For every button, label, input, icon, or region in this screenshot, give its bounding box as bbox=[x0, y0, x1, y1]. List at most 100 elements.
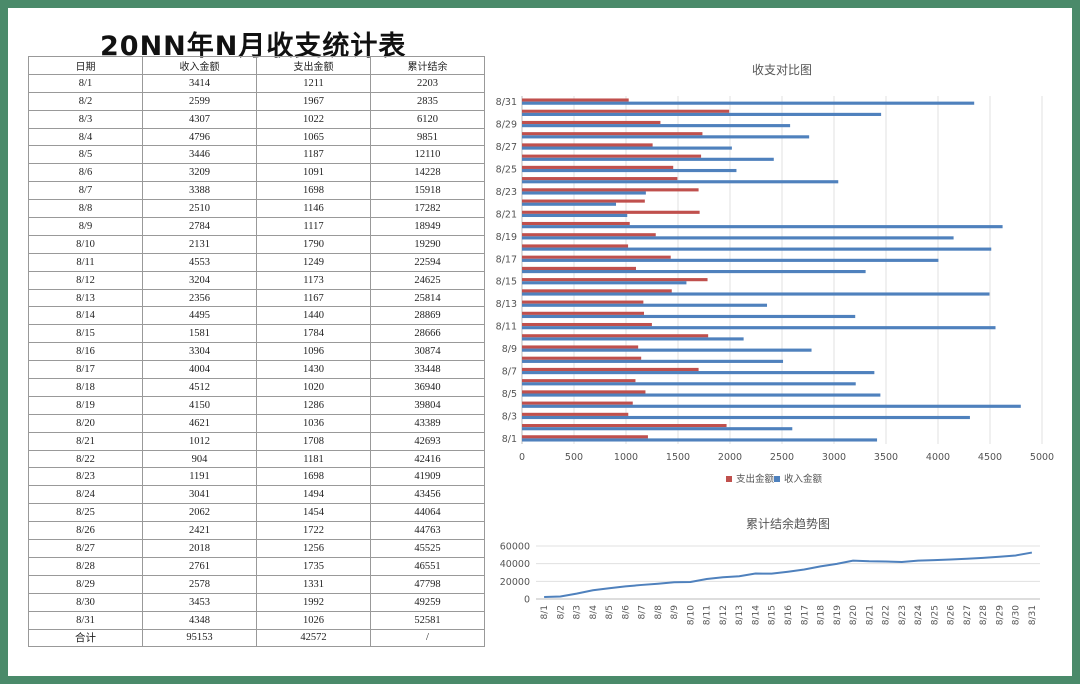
cell-balance: 42416 bbox=[370, 449, 485, 469]
income-bar bbox=[522, 135, 810, 139]
bar-chart-y-tick-label: 8/15 bbox=[496, 277, 517, 288]
cell-income: 2356 bbox=[142, 288, 257, 308]
bar-chart-title: 收支对比图 bbox=[752, 63, 812, 77]
line-chart-x-tick-label: 8/21 bbox=[865, 605, 875, 625]
cell-date: 8/17 bbox=[28, 360, 143, 380]
income-bar bbox=[522, 247, 992, 251]
legend-income-swatch bbox=[774, 476, 780, 482]
cell-income: 4348 bbox=[142, 610, 257, 630]
line-chart-x-tick-label: 8/4 bbox=[589, 605, 599, 620]
cell-date: 8/18 bbox=[28, 378, 143, 397]
expense-bar bbox=[522, 177, 678, 181]
cell-expense: 1256 bbox=[256, 539, 371, 558]
cell-balance: 2835 bbox=[370, 91, 485, 111]
cell-expense: 1722 bbox=[256, 521, 371, 541]
cell-income: 2599 bbox=[142, 91, 257, 111]
income-bar bbox=[522, 438, 878, 442]
line-chart-x-tick-label: 8/6 bbox=[621, 605, 631, 620]
expense-bar bbox=[522, 98, 629, 102]
cell-date: 8/10 bbox=[28, 234, 143, 254]
cell-expense: 1698 bbox=[256, 467, 371, 487]
cell-expense: 1146 bbox=[256, 199, 371, 219]
table-header-row: 日期 收入金额 支出金额 累计结余 bbox=[28, 56, 485, 75]
cell-balance-total: / bbox=[370, 628, 485, 648]
bar-chart-x-tick-label: 3500 bbox=[874, 452, 898, 463]
table-row: 8/31 4348 1026 52581 bbox=[28, 610, 485, 630]
cell-balance: 18949 bbox=[370, 217, 485, 236]
cell-expense: 1708 bbox=[256, 431, 371, 451]
cell-income: 1012 bbox=[142, 431, 257, 451]
cell-income: 2062 bbox=[142, 503, 257, 523]
expense-bar bbox=[522, 244, 629, 248]
cell-balance: 28666 bbox=[370, 324, 485, 344]
cell-expense: 1096 bbox=[256, 342, 371, 362]
line-chart-x-tick-label: 8/27 bbox=[963, 605, 973, 625]
bar-chart-x-tick-label: 5000 bbox=[1030, 452, 1054, 463]
cell-income: 2131 bbox=[142, 234, 257, 254]
bar-chart-x-tick-label: 1500 bbox=[666, 452, 690, 463]
cell-income: 3388 bbox=[142, 181, 257, 201]
cell-income: 4495 bbox=[142, 306, 257, 326]
cell-date: 8/22 bbox=[28, 449, 143, 469]
cell-expense: 1430 bbox=[256, 360, 371, 380]
cell-balance: 19290 bbox=[370, 234, 485, 254]
bar-chart-x-tick-label: 1000 bbox=[614, 452, 638, 463]
stats-table: 日期 收入金额 支出金额 累计结余 8/1 3414 1211 2203 8/2 2599… bbox=[28, 56, 485, 648]
bar-chart-y-tick-label: 8/13 bbox=[496, 299, 517, 310]
cell-balance: 6120 bbox=[370, 109, 485, 129]
line-chart-x-tick-label: 8/22 bbox=[882, 605, 892, 625]
cell-date: 8/5 bbox=[28, 145, 143, 165]
line-chart-x-tick-label: 8/15 bbox=[768, 605, 778, 625]
table-row: 8/15 1581 1784 28666 bbox=[28, 324, 485, 344]
cell-date: 8/28 bbox=[28, 556, 143, 576]
line-chart-x-tick-label: 8/12 bbox=[719, 605, 729, 625]
cell-date: 8/14 bbox=[28, 306, 143, 326]
expense-bar bbox=[522, 424, 727, 428]
cell-expense: 1698 bbox=[256, 181, 371, 201]
cell-income: 1191 bbox=[142, 467, 257, 487]
expense-bar bbox=[522, 143, 653, 147]
cell-income: 3204 bbox=[142, 270, 257, 290]
table-row: 8/5 3446 1187 12110 bbox=[28, 145, 485, 165]
table-row: 8/2 2599 1967 2835 bbox=[28, 91, 485, 111]
expense-bar bbox=[522, 289, 672, 293]
table-row: 8/29 2578 1331 47798 bbox=[28, 574, 485, 594]
bar-chart-y-tick-label: 8/3 bbox=[502, 411, 517, 422]
bar-chart-y-tick-label: 8/11 bbox=[496, 322, 517, 333]
table-row: 8/18 4512 1020 36940 bbox=[28, 378, 485, 397]
line-chart-y-tick-label: 60000 bbox=[500, 542, 530, 553]
cell-date: 8/29 bbox=[28, 574, 143, 594]
table-row: 8/22 904 1181 42416 bbox=[28, 449, 485, 469]
expense-bar bbox=[522, 379, 636, 383]
cell-expense: 1454 bbox=[256, 503, 371, 523]
line-chart-x-tick-label: 8/18 bbox=[817, 605, 827, 625]
table-row: 8/27 2018 1256 45525 bbox=[28, 539, 485, 558]
cell-balance: 12110 bbox=[370, 145, 485, 165]
expense-bar bbox=[522, 199, 645, 203]
cell-date: 8/3 bbox=[28, 109, 143, 129]
line-chart-x-tick-label: 8/17 bbox=[800, 605, 810, 625]
cell-balance: 43389 bbox=[370, 413, 485, 433]
income-bar bbox=[522, 337, 744, 341]
bar-chart-x-tick-label: 3000 bbox=[822, 452, 846, 463]
cell-expense: 1286 bbox=[256, 395, 371, 415]
table-row: 8/3 4307 1022 6120 bbox=[28, 109, 485, 129]
bar-chart-y-tick-label: 8/23 bbox=[496, 187, 517, 198]
header-income: 收入金额 bbox=[142, 56, 257, 75]
income-bar bbox=[522, 303, 768, 307]
expense-bar bbox=[522, 120, 661, 125]
cell-expense: 1249 bbox=[256, 252, 371, 272]
cell-income: 2784 bbox=[142, 217, 257, 236]
table-row: 8/19 4150 1286 39804 bbox=[28, 395, 485, 415]
cell-expense: 1494 bbox=[256, 485, 371, 505]
cell-expense: 1992 bbox=[256, 592, 371, 612]
bar-chart-y-tick-label: 8/25 bbox=[496, 164, 517, 175]
table-row: 8/23 1191 1698 41909 bbox=[28, 467, 485, 487]
cell-date: 8/1 bbox=[28, 73, 143, 93]
cell-income: 2578 bbox=[142, 574, 257, 594]
income-bar bbox=[522, 124, 791, 128]
cell-date: 8/25 bbox=[28, 503, 143, 523]
income-bar bbox=[522, 371, 875, 375]
expense-bar bbox=[522, 165, 674, 169]
expense-bar bbox=[522, 322, 652, 327]
